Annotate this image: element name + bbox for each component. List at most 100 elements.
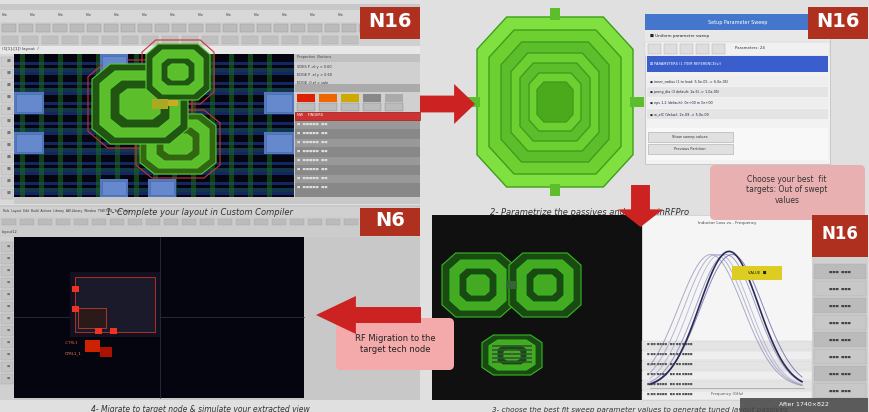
Polygon shape	[488, 30, 620, 174]
Text: ■: ■	[7, 280, 10, 284]
Bar	[549, 8, 560, 20]
Bar	[2, 36, 18, 44]
Bar	[0, 34, 420, 46]
Bar	[1, 177, 13, 187]
Bar	[70, 272, 160, 337]
Bar	[296, 103, 315, 111]
Bar	[266, 94, 292, 112]
Text: ■■■  ■■■: ■■■ ■■■	[828, 304, 850, 307]
Bar	[267, 54, 272, 197]
Bar	[1, 338, 13, 348]
Bar	[506, 281, 516, 289]
Bar	[248, 54, 253, 197]
Bar	[14, 92, 294, 95]
Bar	[235, 219, 249, 225]
Bar	[38, 219, 52, 225]
Bar	[242, 36, 258, 44]
Text: VDES P -el y < 0.60: VDES P -el y < 0.60	[296, 65, 331, 69]
Text: ■■■  ■■■: ■■■ ■■■	[828, 321, 850, 325]
Bar	[647, 44, 660, 54]
Bar	[146, 219, 160, 225]
Bar	[256, 24, 270, 32]
Bar	[1, 326, 13, 336]
Text: ■■■  ■■■: ■■■ ■■■	[828, 337, 850, 342]
Bar	[95, 328, 102, 334]
Bar	[811, 215, 867, 400]
Text: ■: ■	[7, 292, 10, 296]
Bar	[149, 56, 174, 70]
Bar	[1, 93, 13, 103]
Text: ■  ■■■■■  ■■: ■ ■■■■■ ■■	[296, 131, 327, 135]
Text: ■: ■	[7, 364, 10, 368]
Bar	[492, 357, 531, 359]
Polygon shape	[164, 134, 192, 154]
Bar	[209, 54, 215, 197]
Bar	[644, 42, 829, 56]
Bar	[647, 56, 827, 72]
Text: ■: ■	[7, 167, 11, 171]
Polygon shape	[146, 44, 209, 100]
Bar	[122, 36, 138, 44]
Bar	[1, 129, 13, 139]
Polygon shape	[156, 127, 200, 161]
Text: ■ ■■ ■■■■   ■■ ■■ ■■■■: ■ ■■ ■■■■ ■■ ■■ ■■■■	[647, 362, 692, 366]
Bar	[172, 24, 186, 32]
Text: ■: ■	[7, 376, 10, 380]
Bar	[164, 219, 178, 225]
Bar	[36, 24, 50, 32]
Bar	[1, 290, 13, 300]
Bar	[14, 132, 294, 135]
Text: ■  ■■■■■  ■■: ■ ■■■■■ ■■	[296, 176, 327, 180]
Bar	[326, 219, 340, 225]
Bar	[182, 219, 196, 225]
Bar	[14, 72, 294, 75]
Bar	[162, 36, 178, 44]
Bar	[641, 341, 811, 350]
Bar	[1, 69, 13, 79]
Polygon shape	[488, 340, 534, 370]
Bar	[322, 36, 338, 44]
Bar	[492, 361, 531, 363]
Text: EDGE -0.el > sale: EDGE -0.el > sale	[296, 81, 328, 85]
Bar	[96, 54, 101, 197]
Bar	[0, 217, 420, 227]
Text: Choose your best  fit
targets: Out of swept
values: Choose your best fit targets: Out of swe…	[746, 175, 826, 205]
Text: ■: ■	[7, 119, 11, 123]
Bar	[295, 166, 420, 174]
Bar	[56, 219, 70, 225]
Text: ■: ■	[7, 71, 11, 75]
Text: ■: ■	[7, 191, 11, 195]
Polygon shape	[508, 253, 580, 317]
Bar	[85, 340, 100, 352]
Bar	[302, 36, 318, 44]
Bar	[813, 383, 865, 398]
Bar	[152, 99, 168, 109]
Bar	[134, 54, 139, 197]
Text: ● w_elC (Value): 2e-09 -> 5.0e-09: ● w_elC (Value): 2e-09 -> 5.0e-09	[649, 112, 708, 116]
Bar	[77, 54, 82, 197]
Text: VALUE  ■: VALUE ■	[747, 271, 766, 275]
Text: ■: ■	[7, 131, 11, 135]
Bar	[109, 328, 116, 334]
Bar	[191, 54, 196, 197]
Bar	[14, 112, 294, 115]
Text: Inductor Loss vs - Frequency: Inductor Loss vs - Frequency	[697, 221, 755, 225]
Bar	[14, 148, 294, 152]
Bar	[0, 54, 14, 204]
Bar	[740, 398, 867, 412]
Bar	[20, 219, 34, 225]
Bar	[711, 44, 724, 54]
Text: ● prong_dia (3 default: 1a.6l -> 1.0a.05): ● prong_dia (3 default: 1a.6l -> 1.0a.05…	[649, 90, 719, 94]
Polygon shape	[168, 64, 188, 80]
Bar	[14, 108, 294, 112]
Bar	[72, 286, 79, 292]
Bar	[14, 68, 294, 72]
Bar	[295, 112, 420, 120]
Bar	[14, 182, 294, 185]
Bar	[0, 205, 420, 400]
Text: File: File	[198, 13, 203, 17]
Polygon shape	[92, 64, 188, 144]
Bar	[87, 24, 101, 32]
Text: ■ Uniform parameter sweep: ■ Uniform parameter sweep	[649, 34, 708, 38]
Bar	[813, 315, 865, 330]
